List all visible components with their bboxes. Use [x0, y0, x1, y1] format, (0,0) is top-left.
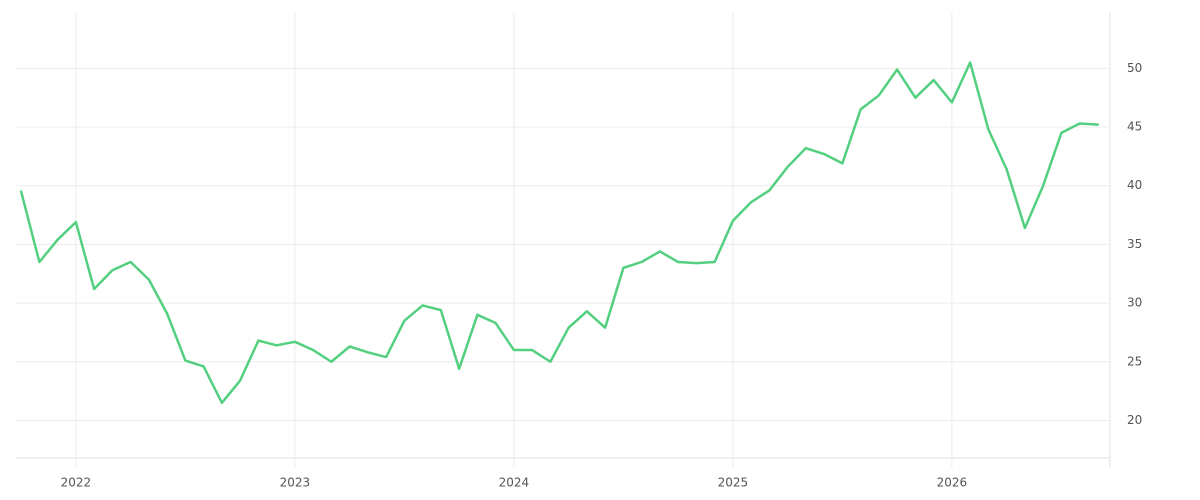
y-tick-label: 25 [1127, 354, 1142, 368]
y-tick-label: 40 [1127, 178, 1142, 192]
x-tick-label: 2024 [499, 476, 530, 490]
x-tick-label: 2025 [718, 476, 749, 490]
y-tick-label: 30 [1127, 296, 1142, 310]
x-tick-label: 2022 [61, 476, 92, 490]
x-tick-label: 2026 [937, 476, 968, 490]
y-tick-label: 20 [1127, 413, 1142, 427]
x-tick-label: 2023 [280, 476, 311, 490]
y-tick-label: 45 [1127, 120, 1142, 134]
y-tick-label: 35 [1127, 237, 1142, 251]
y-tick-label: 50 [1127, 61, 1142, 75]
data-line [19, 61, 1100, 405]
